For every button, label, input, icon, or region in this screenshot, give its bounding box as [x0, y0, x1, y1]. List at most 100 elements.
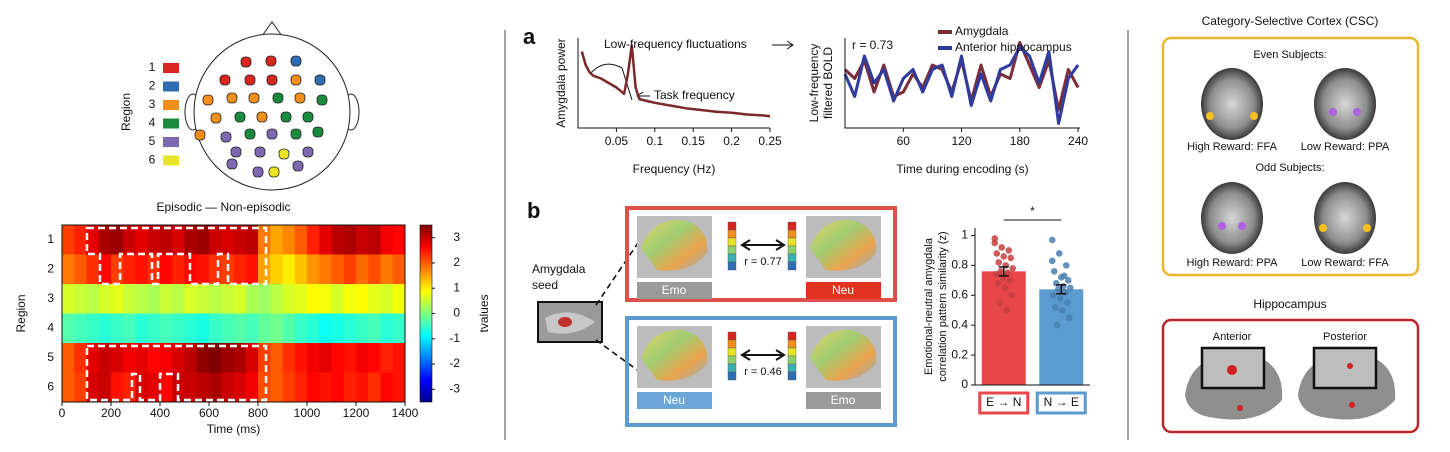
y-tick-label: 6: [47, 379, 54, 393]
colorbar-tick-label: -1: [449, 331, 460, 345]
heat-cell: [196, 254, 210, 285]
heat-cell: [111, 225, 124, 255]
heat-cell: [123, 313, 136, 344]
heat-cell: [86, 343, 100, 373]
hippocampus-label: Posterior: [1323, 331, 1367, 343]
heat-cell: [172, 313, 185, 344]
heat-cell: [343, 225, 357, 255]
heat-cell: [184, 372, 198, 403]
heat-cell: [356, 372, 369, 403]
electrode: [234, 111, 246, 123]
electrode: [268, 166, 280, 178]
hippocampus-label: Anterior: [1213, 331, 1252, 343]
pattern-boxes: r = 0.77 Emo Neu r = 0.46 Neu Emo: [625, 206, 897, 427]
heat-cell: [111, 343, 124, 373]
data-point: [1065, 314, 1073, 322]
legend-label: Amygdala: [955, 24, 1009, 38]
condition-tag: [637, 282, 712, 299]
heat-cell: [184, 225, 198, 255]
data-point: [1048, 257, 1056, 265]
data-point: [1009, 265, 1017, 272]
data-point: [1051, 303, 1059, 311]
csc-label: High Reward: FFA: [1187, 141, 1278, 153]
heat-cell: [294, 343, 308, 373]
data-point: [1052, 280, 1060, 287]
electrode: [294, 92, 306, 104]
x-tick-label: 0.25: [758, 134, 782, 148]
x-tick-label: 120: [952, 134, 972, 148]
heat-cell: [368, 254, 381, 285]
colorbar-tick-label: -2: [449, 356, 460, 370]
x-tick-label: 0: [59, 406, 66, 420]
heat-cell: [196, 225, 210, 255]
heat-cell: [123, 254, 136, 285]
axes: [844, 38, 1080, 129]
heat-cell: [380, 284, 394, 314]
heat-cell: [258, 313, 271, 344]
heat-cell: [282, 343, 296, 373]
r-value: r = 0.46: [744, 366, 782, 378]
data-point: [1060, 272, 1068, 280]
heat-cell: [123, 225, 136, 255]
y-axis-label: filtered BOLD: [821, 47, 835, 119]
electrode: [302, 146, 314, 158]
heat-cell: [209, 372, 222, 403]
csc-label: High Reward: PPA: [1187, 257, 1279, 269]
color-key: [727, 261, 737, 271]
x-tick-label: 180: [1010, 134, 1030, 148]
data-point: [993, 250, 1001, 257]
electrode: [292, 160, 304, 172]
color-key: [787, 355, 797, 365]
y-tick-label: 4: [47, 320, 54, 334]
heat-cell: [135, 225, 149, 255]
electrode: [290, 74, 302, 86]
color-key: [787, 331, 797, 341]
brain-overlay: [641, 219, 708, 271]
data-point: [998, 244, 1006, 251]
heat-cell: [368, 343, 381, 373]
heat-cell: [196, 343, 210, 373]
heat-cell: [356, 225, 369, 255]
heat-cell: [98, 254, 112, 285]
color-key: [727, 347, 737, 357]
heat-cell: [392, 284, 406, 314]
heat-cell: [172, 343, 185, 373]
colorbar-tick-label: 3: [453, 230, 460, 244]
heat-cell: [147, 343, 161, 373]
x-axis-label: Time during encoding (s): [896, 162, 1028, 176]
data-point: [1004, 269, 1012, 277]
color-key: [787, 261, 797, 271]
heat-cell: [343, 313, 357, 344]
heat-cell: [331, 225, 345, 255]
brain-overlay: [641, 329, 708, 381]
y-tick-label: 3: [47, 291, 54, 305]
heat-cell: [160, 254, 173, 285]
heat-cell: [319, 343, 332, 373]
color-key: [787, 237, 797, 247]
electrode: [266, 128, 278, 140]
x-tick-label: 0.2: [723, 134, 740, 148]
heat-cell: [74, 372, 87, 403]
heat-cell: [172, 225, 185, 255]
heat-cell: [319, 254, 332, 285]
color-key: [727, 371, 737, 381]
heat-cell: [98, 372, 112, 403]
heat-cell: [282, 372, 296, 403]
heat-cell: [392, 254, 406, 285]
color-key: [727, 363, 737, 373]
heat-cell: [356, 254, 369, 285]
heat-cell: [380, 313, 394, 344]
data-point: [1000, 253, 1008, 260]
heat-cell: [62, 372, 75, 403]
heat-cell: [245, 313, 259, 344]
data-point: [996, 299, 1004, 307]
legend-swatch: [163, 155, 179, 166]
color-key: [787, 371, 797, 381]
heat-cell: [307, 372, 320, 403]
electrode: [278, 148, 290, 160]
color-key: [727, 355, 737, 365]
heat-cell: [98, 225, 112, 255]
heat-cell: [270, 313, 283, 344]
x-axis-label: Time (ms): [207, 422, 261, 436]
data-point: [1061, 288, 1069, 296]
